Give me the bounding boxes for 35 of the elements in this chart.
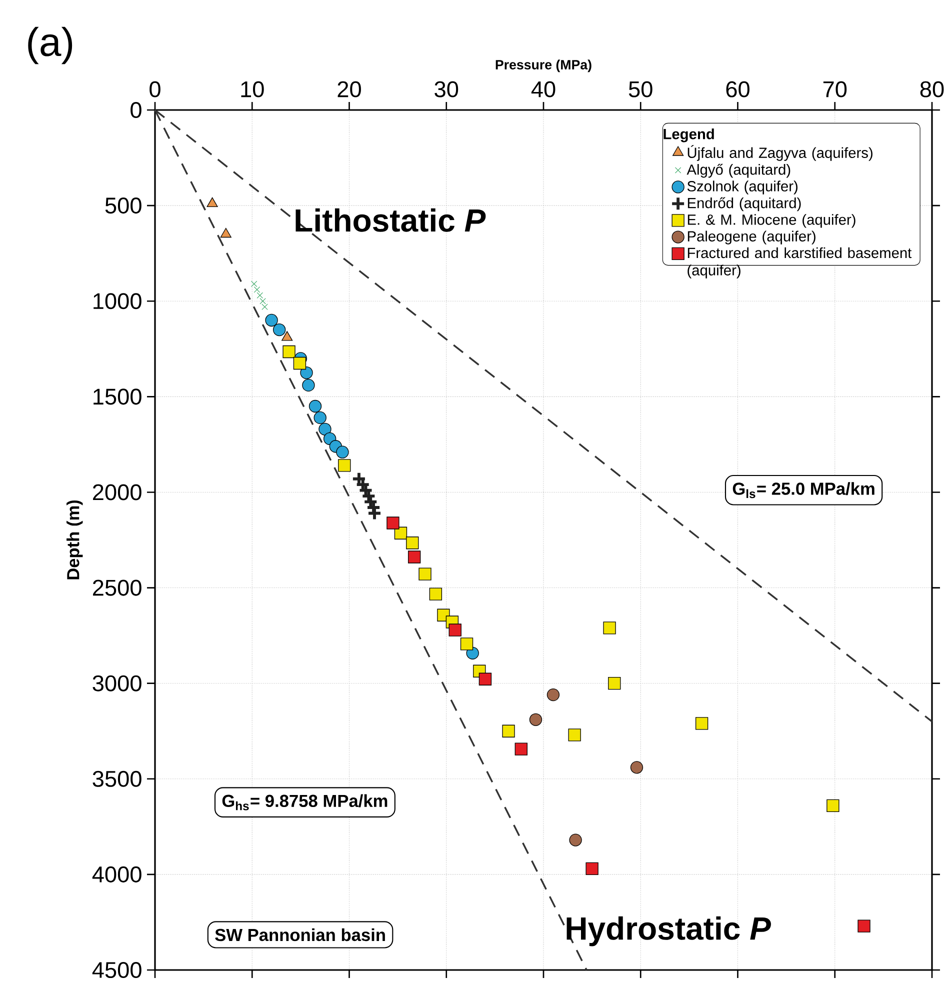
y-axis-title: Depth (m): [66, 500, 83, 580]
series-label: Lithostatic P: [296, 208, 486, 232]
x-tick-label: 10: [241, 81, 264, 98]
x-tick-label: 40: [531, 81, 556, 98]
legend-label: Fractured and karstified basement (aquifer): [688, 247, 912, 278]
x-tick-label: 20: [338, 81, 361, 98]
y-tick-label: 3500: [92, 770, 142, 787]
y-tick-label: 4500: [92, 962, 142, 978]
annotation: SW Pannonian basin: [215, 928, 385, 942]
legend-label: E. & M. Miocene (aquifer): [688, 214, 856, 228]
x-axis-title: Pressure (MPa): [496, 60, 592, 72]
legend-label: Szolnok (aquifer): [687, 180, 798, 194]
annotation: G$_{hs}$= 9.8758 MPa/km: [222, 794, 388, 810]
x-tick-label: 30: [434, 81, 458, 98]
legend-title: Legend: [664, 128, 714, 142]
x-tick-label: 60: [726, 81, 750, 98]
annotation: G$_{ls}$= 25.0 MPa/km: [732, 482, 874, 498]
legend-label: Endrőd (aquitard): [688, 197, 801, 212]
y-tick-label: 2500: [93, 580, 142, 596]
y-tick-label: 1000: [94, 293, 142, 310]
y-tick-label: 2000: [93, 484, 142, 500]
series-label: Hydrostatic P: [566, 916, 771, 946]
legend-label: Algyő (aquitard): [686, 164, 790, 178]
y-tick-label: 1500: [94, 388, 142, 405]
legend-label: Paleogene (aquifer): [688, 230, 816, 244]
x-tick-label: 80: [920, 81, 944, 98]
y-tick-label: 500: [105, 198, 142, 214]
y-tick-label: 4000: [92, 866, 142, 882]
y-tick-label: 3000: [92, 675, 142, 692]
x-tick-label: 50: [628, 81, 652, 98]
y-tick-label: 0: [130, 102, 142, 118]
x-tick-label: 70: [823, 81, 847, 98]
legend-label: Újfalu and Zagyva (aquifers): [688, 145, 872, 161]
x-tick-label: 0: [150, 81, 160, 98]
text: (a): [28, 26, 72, 64]
